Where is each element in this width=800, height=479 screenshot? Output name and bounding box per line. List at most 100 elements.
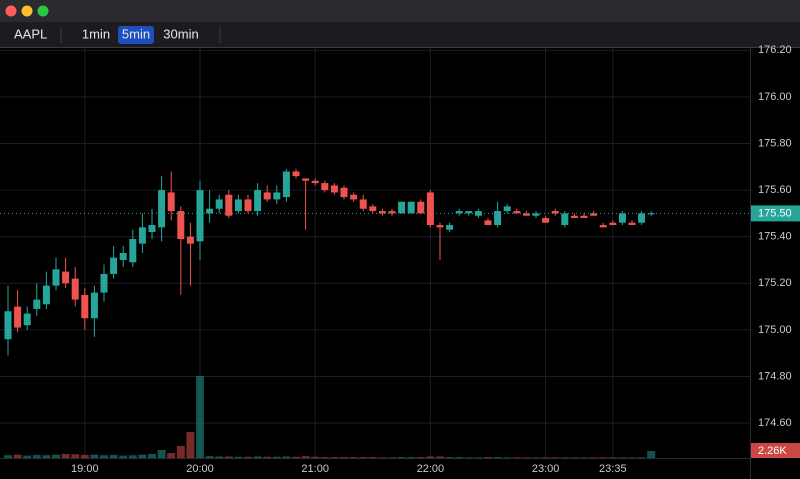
- candle-body: [522, 213, 530, 216]
- volume-bar: [560, 457, 569, 458]
- volume-bar: [359, 457, 368, 458]
- interval-button[interactable]: 5min: [122, 26, 150, 41]
- volume-bar: [138, 454, 147, 458]
- candle-body: [628, 222, 636, 226]
- candle-body: [369, 206, 377, 212]
- volume-bar: [80, 454, 89, 458]
- volume-bar: [320, 457, 329, 458]
- candle-body: [513, 211, 521, 214]
- volume-bar: [244, 456, 252, 458]
- candle-body: [503, 206, 511, 212]
- last-volume-badge: [751, 443, 800, 459]
- zoom-button[interactable]: [37, 5, 49, 17]
- y-tick-label: 175.40: [758, 231, 792, 243]
- candle-body: [33, 299, 41, 309]
- volume-bar: [503, 457, 512, 458]
- volume-bar: [522, 457, 531, 458]
- candle-body: [138, 227, 146, 244]
- candle-body: [215, 199, 223, 209]
- last-price-badge: [751, 205, 800, 222]
- symbol: AAPL: [14, 26, 47, 41]
- volume-bar: [215, 456, 224, 458]
- volume-bar: [196, 376, 204, 458]
- volume-bar: [416, 457, 425, 458]
- candle-body: [263, 192, 271, 200]
- candle-body: [119, 253, 127, 260]
- volume-bar: [100, 455, 108, 458]
- candle-body: [148, 225, 156, 233]
- candle-body: [398, 201, 406, 214]
- volume-bar: [532, 457, 540, 458]
- candle-body: [206, 208, 214, 214]
- candle-body: [196, 190, 204, 242]
- active-interval-bg: [118, 26, 154, 44]
- volume-bar: [282, 456, 291, 458]
- x-tick-label: 19:00: [71, 463, 99, 475]
- candle-body: [71, 278, 79, 300]
- y-tick-label: 175.80: [758, 137, 792, 149]
- volume-bar: [61, 453, 70, 458]
- interval-button[interactable]: 30min: [163, 26, 198, 41]
- candle-body: [23, 313, 31, 326]
- volume-bar: [349, 457, 358, 458]
- candle-body: [446, 225, 454, 230]
- candle-body: [599, 225, 607, 228]
- volume-bar: [551, 457, 560, 458]
- candle-body: [465, 211, 473, 214]
- interval-button[interactable]: 1min: [82, 26, 110, 41]
- candle-body: [129, 239, 137, 263]
- volume-bar: [148, 453, 156, 458]
- candle-body: [455, 211, 463, 214]
- x-tick-label: 23:00: [532, 463, 560, 475]
- y-tick-label: 174.60: [758, 417, 792, 429]
- volume-bar: [23, 455, 32, 458]
- candle-body: [551, 211, 559, 214]
- candle-body: [484, 220, 492, 226]
- candle-body: [570, 215, 578, 219]
- candle-body: [90, 292, 98, 319]
- volume-bar: [234, 456, 243, 458]
- volume-bar: [13, 454, 22, 458]
- candle-body: [42, 285, 50, 305]
- candle-body: [378, 211, 386, 214]
- volume-bar: [608, 457, 617, 458]
- last-volume-label: 2.26K: [758, 445, 787, 457]
- y-tick-label: 174.80: [758, 370, 792, 382]
- volume-bar: [340, 457, 348, 458]
- candle-body: [244, 199, 252, 212]
- candle-body: [580, 215, 588, 219]
- y-tick-label: 176.00: [758, 91, 792, 103]
- candle-body: [407, 201, 415, 214]
- volume-bar: [618, 457, 627, 458]
- candle-body: [590, 213, 598, 216]
- candle-body: [110, 257, 118, 274]
- volume-bar: [90, 454, 99, 458]
- volume-bar: [186, 432, 195, 458]
- volume-bar: [426, 456, 435, 458]
- candle-body: [225, 194, 233, 216]
- candle-body: [426, 192, 434, 226]
- volume-bar: [157, 449, 166, 458]
- candle-body: [62, 271, 70, 284]
- volume-bar: [311, 456, 320, 458]
- candle-body: [186, 236, 194, 244]
- candle-body: [474, 211, 482, 216]
- volume-bar: [119, 455, 128, 458]
- candle-body: [532, 213, 540, 216]
- close-button[interactable]: [5, 5, 17, 17]
- volume-bar: [436, 456, 444, 458]
- candle-body: [647, 213, 655, 215]
- candle-body: [14, 306, 22, 328]
- candle-body: [52, 269, 60, 286]
- minimize-button[interactable]: [21, 5, 33, 17]
- title-bar: [0, 0, 800, 22]
- volume-bar: [42, 455, 51, 458]
- volume-bar: [32, 454, 41, 458]
- volume-bar: [71, 454, 80, 458]
- volume-bar: [109, 454, 118, 458]
- candle-body: [609, 222, 617, 226]
- y-tick-label: 176.20: [758, 44, 792, 56]
- volume-bar: [224, 456, 233, 458]
- y-tick-label: 175.20: [758, 277, 792, 289]
